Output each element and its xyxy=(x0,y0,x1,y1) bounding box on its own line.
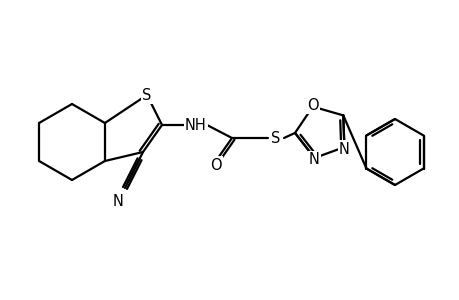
Text: S: S xyxy=(142,88,151,103)
Text: N: N xyxy=(112,194,123,209)
Text: O: O xyxy=(210,158,221,172)
Text: S: S xyxy=(271,130,280,146)
Text: NH: NH xyxy=(185,118,207,133)
Text: N: N xyxy=(338,142,349,157)
Text: N: N xyxy=(308,152,319,167)
Text: O: O xyxy=(306,98,318,113)
